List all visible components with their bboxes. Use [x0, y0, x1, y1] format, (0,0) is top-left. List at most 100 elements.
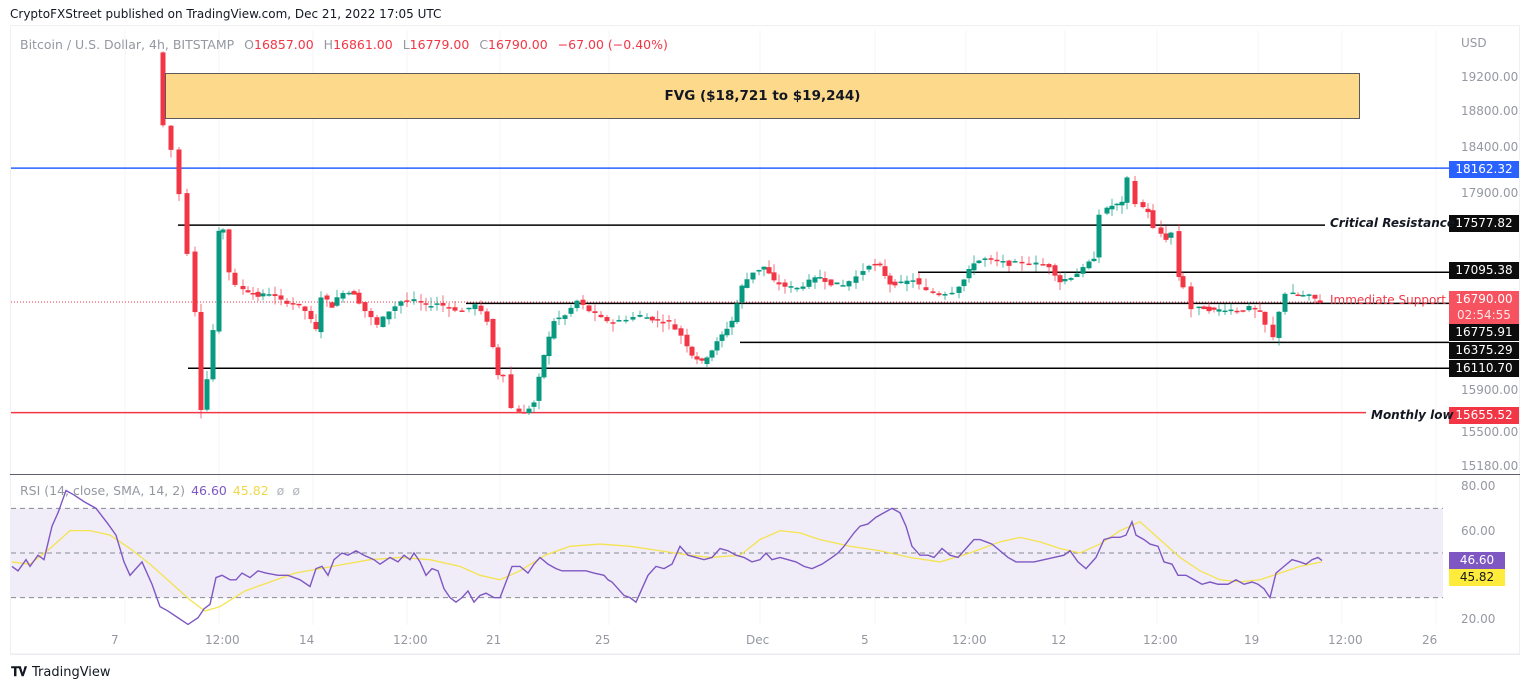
- candle-down: [521, 412, 527, 414]
- price-tag-17095: 17095.38: [1449, 262, 1519, 279]
- symbol-name: Bitcoin / U.S. Dollar, 4h, BITSTAMP: [20, 37, 235, 52]
- candle-up: [817, 277, 823, 279]
- candle-up: [1062, 279, 1068, 282]
- candle-up: [704, 357, 710, 365]
- candle-down: [1145, 208, 1151, 213]
- candle-up: [1290, 292, 1296, 295]
- candle-down: [649, 316, 655, 321]
- candle-up: [982, 258, 988, 261]
- candle-down: [887, 275, 893, 285]
- candle-down: [356, 292, 362, 304]
- candle-down: [329, 302, 335, 308]
- critical-resistance-label: Critical Resistance: [1330, 216, 1455, 230]
- candle-down: [290, 303, 296, 305]
- candle-down: [484, 311, 490, 322]
- candle-up: [334, 297, 340, 306]
- candle-down: [655, 319, 661, 321]
- candle-down: [1176, 231, 1182, 278]
- price-tick: 17900.00: [1461, 186, 1519, 200]
- candle-down: [882, 266, 888, 276]
- candle-up: [1246, 306, 1252, 311]
- candle-down: [699, 358, 705, 361]
- candle-down: [362, 302, 368, 312]
- candle-down: [1180, 276, 1186, 288]
- candle-up: [976, 260, 982, 263]
- candle-up: [1074, 273, 1080, 278]
- monthly-low-label: Monthly low: [1371, 408, 1454, 422]
- candle-down: [1158, 227, 1164, 234]
- candle-down: [822, 278, 828, 282]
- candle-down: [872, 263, 878, 266]
- candle-up: [1114, 203, 1120, 206]
- price-tag-blue-line: 18162.32: [1449, 161, 1519, 178]
- candle-up: [568, 307, 574, 314]
- time-tick: 12:00: [952, 633, 987, 647]
- candle-up: [556, 317, 562, 320]
- candle-down: [440, 302, 446, 306]
- time-tick: Dec: [746, 633, 770, 647]
- candle-down: [776, 282, 782, 285]
- time-tick: 12:00: [1328, 633, 1363, 647]
- candle-up: [1109, 205, 1115, 210]
- candle-up: [531, 402, 537, 407]
- close-value: 16790.00: [488, 37, 548, 52]
- candle-down: [302, 306, 308, 311]
- candle-up: [392, 306, 398, 311]
- pane-divider[interactable]: [10, 474, 1520, 475]
- candle-down: [994, 259, 1000, 262]
- candle-up: [1276, 311, 1282, 338]
- candle-up: [1300, 295, 1306, 297]
- candle-down: [1206, 306, 1212, 312]
- candle-up: [1033, 262, 1039, 265]
- candle-up: [204, 379, 210, 410]
- time-tick: 12:00: [205, 633, 240, 647]
- candle-down: [313, 321, 319, 330]
- candle-down: [598, 314, 604, 318]
- candle-down: [923, 287, 929, 291]
- low-value: 16779.00: [409, 37, 470, 52]
- time-tick: 12:00: [393, 633, 428, 647]
- rsi-label: RSI (14, close, SMA, 14, 2): [20, 483, 186, 498]
- candle-up: [546, 336, 552, 357]
- candle-down: [916, 278, 922, 285]
- candle-up: [709, 350, 715, 358]
- candle-down: [284, 300, 290, 304]
- fvg-zone[interactable]: FVG ($18,721 to $19,244): [165, 73, 1360, 119]
- candle-up: [220, 229, 226, 233]
- fvg-label: FVG ($18,721 to $19,244): [664, 88, 861, 104]
- candle-down: [404, 300, 410, 302]
- candle-up: [1086, 261, 1092, 269]
- candle-up: [846, 281, 852, 287]
- open-value: 16857.00: [254, 37, 314, 52]
- rsi-value: 46.60: [191, 483, 227, 498]
- candle-down: [452, 307, 458, 311]
- candle-down: [478, 305, 484, 312]
- candle-down: [500, 374, 506, 377]
- candle-up: [1096, 214, 1102, 258]
- tradingview-logo[interactable]: 𝐓𝐕 TradingView: [11, 665, 111, 680]
- price-tick: 19200.00: [1461, 70, 1519, 84]
- candle-up: [637, 314, 643, 317]
- candle-down: [592, 311, 598, 314]
- candle-up: [1012, 261, 1018, 263]
- price-tick: 18400.00: [1461, 140, 1519, 154]
- candle-up: [756, 270, 762, 272]
- candle-down: [240, 285, 246, 290]
- price-tag-16775: 16775.91: [1449, 324, 1519, 341]
- candle-up: [340, 292, 346, 299]
- candle-up: [541, 354, 547, 378]
- candle-up: [800, 286, 806, 289]
- candle-up: [750, 272, 756, 280]
- candle-up: [761, 266, 767, 270]
- candle-down: [324, 295, 330, 300]
- candle-down: [1234, 310, 1240, 313]
- candle-down: [1295, 294, 1301, 296]
- open-label: O: [244, 37, 255, 52]
- candle-up: [1196, 306, 1202, 309]
- candle-down: [1240, 310, 1246, 312]
- candle-up: [1228, 309, 1234, 312]
- candle-up: [806, 279, 812, 287]
- rsi-tick: 60.00: [1461, 524, 1496, 538]
- candle-up: [318, 297, 324, 333]
